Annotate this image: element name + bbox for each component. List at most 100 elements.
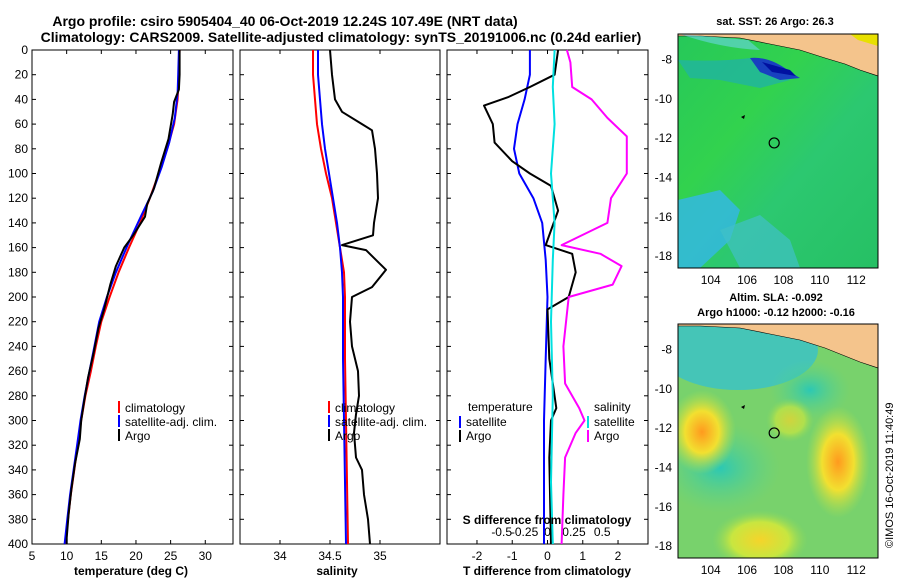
series-line-salinity-argo (560, 49, 628, 545)
depth-tick-label: 320 (8, 438, 28, 452)
x-tick-label: 20 (129, 549, 143, 563)
x-tick-label: -1 (507, 549, 518, 563)
map-y-tick-label: -14 (655, 171, 673, 185)
sst-map-frame (677, 33, 879, 269)
temperature-panel (31, 49, 234, 545)
salinity-difference-axis-label: S difference from climatology (463, 513, 632, 527)
figure-title-line1: Argo profile: csiro 5905404_40 06-Oct-20… (52, 13, 517, 29)
legend-s-argo-label: Argo (594, 429, 620, 443)
depth-tick-label: 100 (8, 167, 28, 181)
temperature-axis-label: temperature (deg C) (74, 564, 188, 578)
x-tick-label: 2 (615, 549, 622, 563)
legend-argo-label: Argo (335, 429, 361, 443)
sst-argo-location-marker (768, 137, 780, 149)
series-line-argo (65, 50, 181, 544)
depth-tick-label: 360 (8, 488, 28, 502)
depth-tick-label: 240 (8, 339, 28, 353)
legend-argo-label: Argo (125, 429, 151, 443)
depth-tick-label: 380 (8, 512, 28, 526)
x-tick-label: 34.5 (318, 549, 342, 563)
salinity-axis-label: salinity (316, 564, 358, 578)
sla-map-image (678, 324, 878, 558)
sst-map-image (678, 34, 878, 268)
map-y-tick-label: -16 (655, 210, 673, 224)
depth-tick-label: 200 (8, 290, 28, 304)
sst-island-marker (741, 115, 745, 119)
x-tick-label: 0 (544, 549, 551, 563)
map-y-tick-label: -8 (661, 343, 672, 357)
legend-t-satellite-label: satellite (466, 415, 507, 429)
map-y-tick-label: -12 (655, 421, 673, 435)
x-tick-label: 30 (199, 549, 213, 563)
map-x-tick-label: 112 (847, 563, 866, 577)
depth-tick-label: 20 (15, 68, 29, 82)
salinity-difference-tick-label: -0.25 (511, 525, 539, 539)
map-y-tick-label: -10 (655, 382, 673, 396)
legend-t-argo-label: Argo (466, 429, 492, 443)
depth-tick-label: 220 (8, 315, 28, 329)
series-line-temperature-satellite (513, 50, 549, 544)
series-line-satellite-adj-clim- (317, 50, 347, 545)
legend-satellite-label: satellite-adj. clim. (335, 415, 427, 429)
map-y-tick-label: -16 (655, 500, 673, 514)
map-x-tick-label: 108 (773, 273, 793, 287)
depth-tick-label: 80 (15, 142, 29, 156)
map-y-tick-label: -10 (655, 92, 673, 106)
map-x-tick-label: 106 (737, 563, 757, 577)
sla-map-title: Altim. SLA: -0.092 (729, 292, 823, 304)
figure-title-line2: Climatology: CARS2009. Satellite-adjuste… (41, 29, 642, 45)
imos-watermark: ©IMOS 16-Oct-2019 11:40:49 (884, 403, 896, 548)
x-tick-label: 34 (273, 549, 287, 563)
sla-map-frame (677, 323, 879, 559)
depth-tick-label: 340 (8, 463, 28, 477)
depth-tick-label: 140 (8, 216, 28, 230)
series-line-argo (329, 49, 387, 545)
map-y-tick-label: -18 (655, 539, 673, 553)
legend-salinity-heading: salinity (594, 400, 631, 414)
map-x-tick-label: 110 (810, 563, 829, 577)
x-tick-label: -2 (472, 549, 483, 563)
salinity-legend: climatology satellite-adj. clim. Argo (328, 401, 427, 443)
depth-tick-label: 160 (8, 241, 28, 255)
map-x-tick-label: 104 (701, 563, 721, 577)
depth-tick-label: 260 (8, 364, 28, 378)
depth-tick-label: 300 (8, 414, 28, 428)
map-x-tick-label: 110 (810, 273, 829, 287)
difference-salinity-legend: salinity satellite Argo (587, 400, 635, 443)
x-tick-label: 25 (164, 549, 178, 563)
salinity-difference-tick-label: 0.25 (562, 525, 586, 539)
map-x-tick-label: 104 (701, 273, 721, 287)
salinity-difference-tick-label: 0 (544, 525, 551, 539)
legend-climatology-label: climatology (335, 401, 395, 415)
chart-layer: 5 10 15 20 25 30 34 34.5 35 -2 -1 0 1 2-0.5-0.25 0 0.25… (8, 43, 866, 577)
x-tick-label: 15 (95, 549, 109, 563)
legend-s-satellite-label: satellite (594, 415, 635, 429)
coastline-java (678, 324, 878, 369)
sla-argo-location-marker (768, 427, 780, 439)
depth-tick-label: 400 (8, 537, 28, 551)
sst-map-title: sat. SST: 26 Argo: 26.3 (716, 16, 834, 28)
x-tick-label: 1 (579, 549, 586, 563)
legend-climatology-label: climatology (125, 401, 185, 415)
temperature-difference-axis-label: T difference from climatology (463, 564, 631, 578)
depth-tick-label: 120 (8, 191, 28, 205)
map-y-tick-label: -14 (655, 461, 673, 475)
salinity-difference-tick-label: 0.5 (594, 525, 611, 539)
legend-temperature-heading: temperature (468, 400, 533, 414)
sla-island-marker (741, 405, 745, 409)
salinity-difference-tick-label: -0.5 (491, 525, 512, 539)
depth-tick-label: 40 (15, 92, 29, 106)
map-y-tick-label: -18 (655, 249, 673, 263)
x-tick-label: 5 (29, 549, 36, 563)
salinity-panel (239, 49, 441, 545)
map-x-tick-label: 106 (737, 273, 757, 287)
depth-tick-label: 280 (8, 389, 28, 403)
depth-tick-label: 180 (8, 265, 28, 279)
x-tick-label: 35 (373, 549, 387, 563)
legend-satellite-label: satellite-adj. clim. (125, 415, 217, 429)
series-line-salinity-satellite (550, 49, 556, 545)
sla-map-subtitle: Argo h1000: -0.12 h2000: -0.16 (697, 307, 855, 319)
difference-temperature-legend: temperature satellite Argo (459, 400, 533, 443)
series-line-temperature-argo (483, 49, 577, 545)
